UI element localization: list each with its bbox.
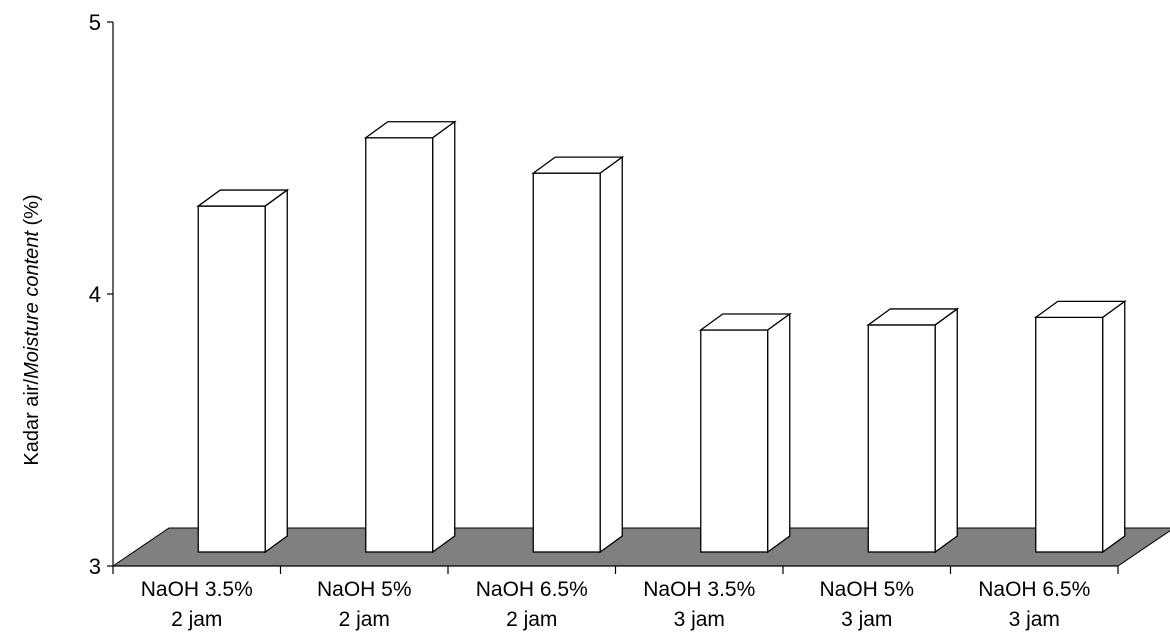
x-tick-label-line: NaOH 6.5% bbox=[476, 578, 588, 601]
bar bbox=[363, 120, 457, 554]
x-tick-label: NaOH 3.5% 3 jam bbox=[643, 578, 755, 631]
bar-front-face bbox=[197, 205, 266, 553]
x-tick-label: NaOH 5% 3 jam bbox=[819, 578, 914, 631]
x-tick-label-line: NaOH 5% bbox=[819, 578, 914, 601]
bar bbox=[1033, 300, 1127, 554]
x-tick-label-line: 2 jam bbox=[171, 608, 222, 631]
x-tick-label-line: NaOH 6.5% bbox=[978, 578, 1090, 601]
bar-front-face bbox=[700, 329, 769, 553]
x-tick-label: NaOH 6.5% 2 jam bbox=[476, 578, 588, 631]
y-tick-label: 4 bbox=[89, 282, 101, 307]
bar-front-face bbox=[365, 137, 434, 553]
y-axis-label-italic: Moisture content bbox=[21, 230, 43, 379]
x-tick-label-line: NaOH 3.5% bbox=[643, 578, 755, 601]
chart-bars bbox=[196, 120, 1127, 554]
x-tick-label-line: NaOH 3.5% bbox=[141, 578, 253, 601]
bar-side-face bbox=[934, 307, 958, 554]
bar bbox=[866, 307, 960, 554]
bar-side-face bbox=[599, 155, 623, 554]
x-tick-label-line: 3 jam bbox=[674, 608, 725, 631]
x-tick-label-line: 3 jam bbox=[841, 608, 892, 631]
x-tick-label: NaOH 3.5% 2 jam bbox=[141, 578, 253, 631]
bar-side-face bbox=[432, 120, 456, 554]
y-axis-label-suffix: (%) bbox=[21, 194, 43, 231]
y-axis-label: Kadar air/Moisture content (%) bbox=[21, 194, 43, 465]
bar bbox=[531, 155, 625, 554]
bar bbox=[698, 312, 792, 554]
bar-side-face bbox=[767, 312, 791, 554]
y-axis-label-plain: Kadar air/ bbox=[21, 378, 43, 465]
bar-side-face bbox=[1102, 300, 1126, 554]
bar-front-face bbox=[1035, 316, 1104, 553]
bar-front-face bbox=[532, 172, 601, 553]
x-tick-label-line: 2 jam bbox=[506, 608, 557, 631]
bar bbox=[196, 188, 290, 554]
y-tick-label: 5 bbox=[89, 10, 101, 35]
x-tick-label: NaOH 5% 2 jam bbox=[317, 578, 412, 631]
x-tick-label: NaOH 6.5% 3 jam bbox=[978, 578, 1090, 631]
y-tick-label: 3 bbox=[89, 554, 101, 579]
bar-side-face bbox=[264, 188, 288, 554]
x-tick-label-line: 3 jam bbox=[1009, 608, 1060, 631]
x-tick-label-line: NaOH 5% bbox=[317, 578, 412, 601]
chart-labels: 3 4 5 NaOH 3.5% 2 jam NaOH 5% 2 jam NaOH 6.5% 2 … bbox=[89, 10, 1091, 631]
bar-front-face bbox=[867, 324, 936, 553]
chart-axes bbox=[107, 21, 1119, 574]
x-tick-label-line: 2 jam bbox=[339, 608, 390, 631]
